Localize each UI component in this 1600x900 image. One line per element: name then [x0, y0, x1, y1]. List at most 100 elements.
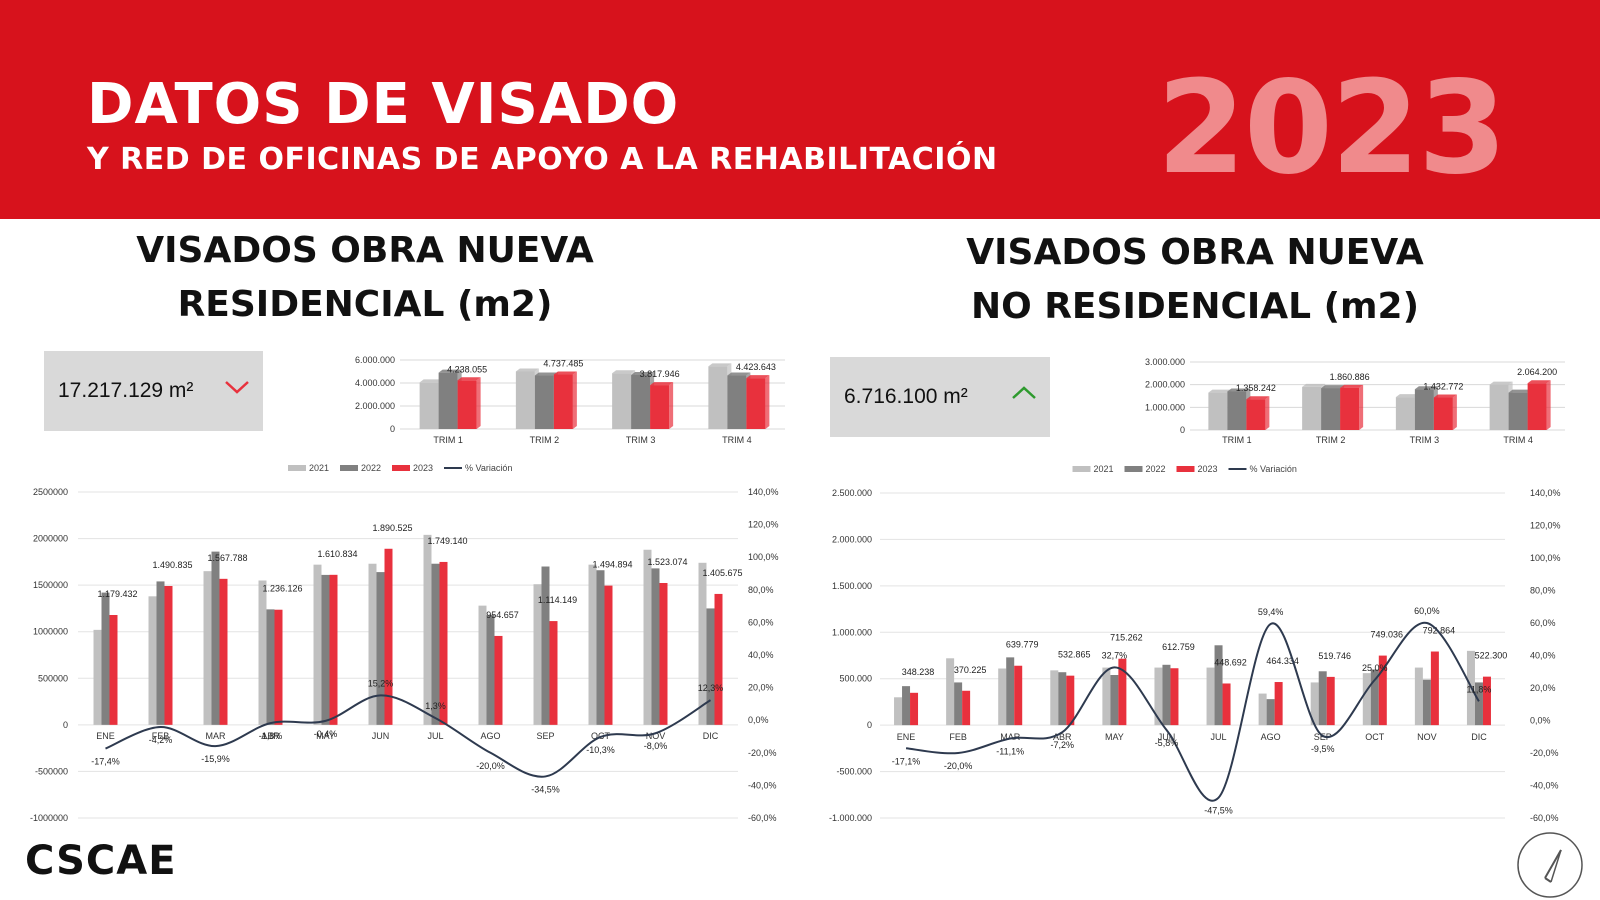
res-monthly-bar [368, 563, 377, 725]
res-monthly-data-label: 1.890.525 [372, 523, 412, 533]
nores-monthly-data-label: 532.865 [1058, 650, 1091, 660]
nores-monthly-bar [902, 686, 911, 726]
nores-monthly-legend-label: 2023 [1198, 464, 1218, 474]
res-monthly-category-label: DIC [703, 731, 719, 741]
nores-monthly-bar [1362, 673, 1371, 726]
nores-monthly-ytick: 1.000.000 [832, 627, 872, 637]
res-quarterly-bar-side [669, 382, 674, 429]
res-monthly-bar [266, 609, 275, 725]
nores-monthly-bar [1318, 671, 1327, 726]
res-monthly-y2tick: 140,0% [748, 487, 779, 497]
res-quarterly-bar-top [534, 372, 558, 376]
nores-monthly-bar [1474, 682, 1483, 726]
res-monthly-ytick: 2500000 [33, 487, 68, 497]
res-monthly-ytick: 500000 [38, 673, 68, 683]
res-monthly-pct-label: 15,2% [368, 678, 394, 688]
header-banner: DATOS DE VISADO Y RED DE OFICINAS DE APO… [0, 0, 1600, 219]
nores-monthly-data-label: 715.262 [1110, 633, 1143, 643]
res-quarterly-bar [631, 374, 651, 429]
nores-monthly-bar [1222, 683, 1231, 726]
right-total-value: 6.716.100 m² [844, 385, 968, 408]
nores-monthly-pct-label: 32,7% [1102, 650, 1128, 660]
nores-quarterly-ytick: 0 [1180, 425, 1185, 435]
nores-monthly-bar [1370, 669, 1379, 726]
res-monthly-legend-label: 2023 [413, 463, 433, 473]
res-monthly-legend-label: 2021 [309, 463, 329, 473]
res-quarterly-ytick: 6.000.000 [355, 355, 395, 365]
res-monthly-bar [588, 564, 597, 725]
nores-monthly-bar [946, 658, 955, 726]
res-monthly-category-label: MAR [206, 731, 227, 741]
res-monthly-y2tick: 120,0% [748, 520, 779, 530]
res-monthly-bar [313, 564, 322, 725]
res-monthly-ytick: 1000000 [33, 627, 68, 637]
res-monthly-bar [109, 615, 118, 725]
nores-quarterly-bar-side [1359, 384, 1364, 430]
res-monthly-data-label: 1.494.894 [592, 560, 632, 570]
nores-monthly-ytick: 2.500.000 [832, 488, 872, 498]
nores-monthly-ytick: 2.000.000 [832, 534, 872, 544]
res-quarterly-bar [727, 375, 747, 429]
nores-quarterly-bar-top [1302, 383, 1326, 387]
nores-monthly-bar [1110, 675, 1119, 726]
nores-quarterly-bar [1321, 388, 1341, 430]
res-quarterly-ytick: 4.000.000 [355, 378, 395, 388]
page-title: DATOS DE VISADO [87, 72, 680, 137]
res-quarterly-bar [534, 375, 554, 429]
nores-monthly-ytick: 1.500.000 [832, 581, 872, 591]
res-monthly-y2tick: 80,0% [748, 585, 774, 595]
nores-quarterly-bar-top [1227, 388, 1251, 392]
res-quarterly-bar-side [572, 371, 577, 429]
nores-quarterly-bar-top [1508, 389, 1532, 393]
res-monthly-bar [541, 566, 550, 725]
res-quarterly-category-label: TRIM 4 [722, 435, 752, 445]
res-quarterly-bar [457, 380, 477, 429]
res-monthly-data-label: 1.749.140 [427, 536, 467, 546]
nores-monthly-data-label: 519.746 [1318, 651, 1351, 661]
res-quarterly-data-label: 4.238.055 [447, 364, 487, 374]
left-total-value: 17.217.129 m² [58, 379, 194, 402]
nores-quarterly-data-label: 1.432.772 [1423, 382, 1463, 392]
nores-monthly-data-label: 522.300 [1475, 651, 1508, 661]
nores-monthly-category-label: ABR [1053, 732, 1072, 742]
nores-monthly-legend-label: 2022 [1146, 464, 1166, 474]
res-quarterly-bar-top [515, 368, 539, 372]
res-quarterly-ytick: 2.000.000 [355, 401, 395, 411]
up-arrow-icon [1012, 386, 1036, 399]
res-monthly-bar [494, 635, 503, 725]
nores-quarterly-bar [1208, 392, 1228, 430]
nores-monthly-bar [1258, 693, 1267, 726]
res-quarterly-bar-top [438, 369, 462, 373]
res-monthly-ytick: 1500000 [33, 580, 68, 590]
nores-monthly-bar [1170, 668, 1179, 726]
nores-monthly-y2tick: -20,0% [1530, 748, 1559, 758]
res-monthly-pct-label: -17,4% [91, 757, 120, 767]
nores-monthly-bar [1422, 679, 1431, 726]
res-monthly-y2tick: 0,0% [748, 715, 769, 725]
nores-monthly-pct-label: -9,5% [1311, 744, 1335, 754]
res-monthly-bar [258, 580, 267, 725]
nores-monthly-ytick: -1.000.000 [829, 813, 872, 823]
res-quarterly-bar-top [553, 371, 577, 375]
res-monthly-data-label: 1.405.675 [702, 568, 742, 578]
nores-monthly-data-label: 612.759 [1162, 642, 1195, 652]
nores-quarterly-bar-side [1546, 380, 1551, 430]
nores-quarterly-bar-top [1340, 384, 1364, 388]
res-monthly-bar [376, 572, 385, 725]
res-monthly-data-label: 1.610.834 [317, 549, 357, 559]
res-monthly-data-label: 1.236.126 [262, 584, 302, 594]
res-monthly-ytick: 0 [63, 720, 68, 730]
res-quarterly-bar-side [765, 375, 770, 429]
nores-quarterly-bar [1246, 399, 1266, 430]
nores-quarterly-bar-top [1433, 394, 1457, 398]
res-monthly-bar [478, 605, 487, 725]
res-quarterly-data-label: 4.737.485 [543, 359, 583, 369]
res-quarterly-data-label: 3.817.946 [640, 369, 680, 379]
nores-monthly-bar [1274, 682, 1283, 726]
nores-quarterly-bar-top [1246, 396, 1270, 400]
nores-monthly-bar [1326, 676, 1335, 726]
nores-monthly-category-label: MAY [1105, 732, 1124, 742]
nores-monthly-legend-swatch [1072, 466, 1091, 472]
res-monthly-pct-label: -10,3% [586, 745, 615, 755]
res-monthly-bar [156, 581, 165, 725]
